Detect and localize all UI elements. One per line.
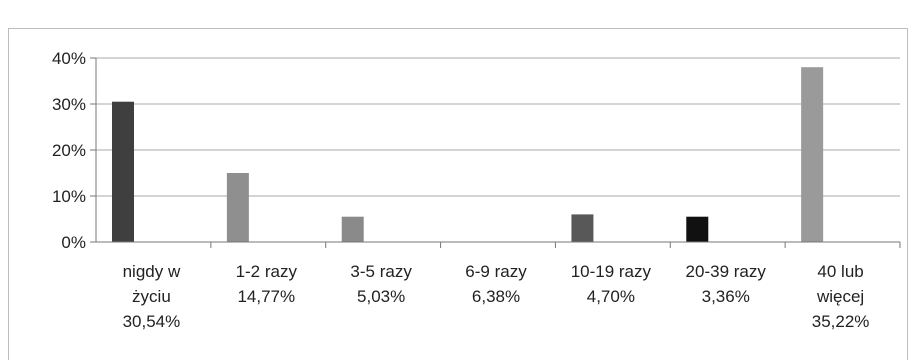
gridlines (96, 57, 900, 197)
chart-frame (8, 28, 908, 360)
bars (112, 67, 824, 242)
category-label: 30,54% (123, 312, 181, 331)
y-axis: 0% 10% 20% 30% 40% (52, 49, 97, 252)
y-tick-label: 10% (52, 187, 86, 206)
category-label: więcej (816, 287, 864, 306)
bar (686, 216, 709, 242)
bar (571, 214, 594, 242)
category-label: 3-5 razy (350, 262, 412, 281)
y-tick-label: 30% (52, 95, 86, 114)
bar (341, 216, 364, 242)
category-label: 5,03% (357, 287, 405, 306)
bar (226, 173, 249, 242)
bar (801, 67, 824, 242)
y-tick-label: 0% (61, 233, 86, 252)
x-axis: nigdy w życiu 30,54% 1-2 razy 14,77% 3-5 razy… (96, 241, 901, 331)
category-label: 6-9 razy (465, 262, 527, 281)
category-label: 35,22% (812, 312, 870, 331)
category-label: 10-19 razy (571, 262, 652, 281)
category-label: życiu (132, 287, 171, 306)
y-tick-label: 20% (52, 141, 86, 160)
category-label: 4,70% (587, 287, 635, 306)
category-label: 3,36% (702, 287, 750, 306)
category-label: 20-39 razy (686, 262, 767, 281)
bar (112, 101, 134, 242)
category-label: 40 lub (817, 262, 863, 281)
y-tick-label: 40% (52, 49, 86, 68)
category-label: 14,77% (237, 287, 295, 306)
category-label: 1-2 razy (236, 262, 298, 281)
category-label: nigdy w (123, 262, 181, 281)
category-label: 6,38% (472, 287, 520, 306)
